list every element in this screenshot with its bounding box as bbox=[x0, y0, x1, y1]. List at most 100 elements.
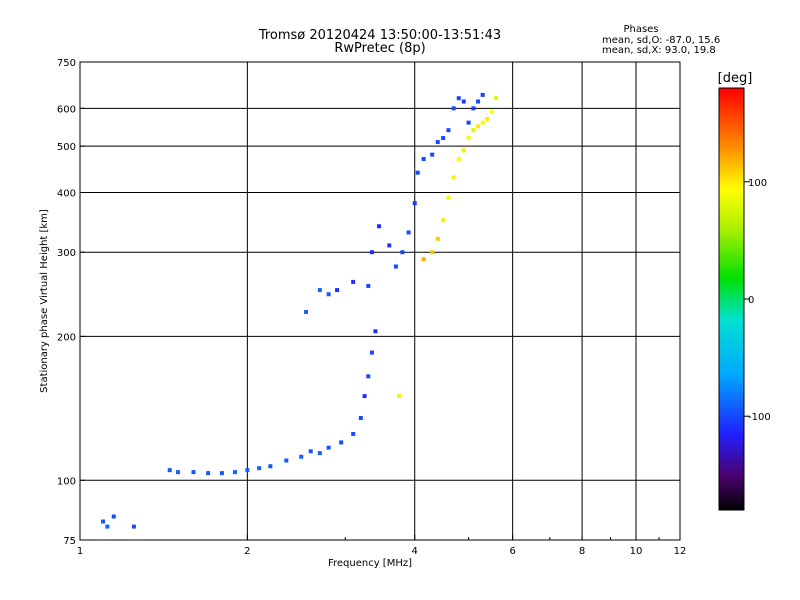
data-point-o bbox=[476, 99, 481, 104]
data-point-x bbox=[446, 195, 451, 200]
x-axis-ticks: 1 2 4 6 8 10 12 bbox=[77, 535, 687, 557]
data-point-o bbox=[461, 99, 466, 104]
data-point-o bbox=[430, 152, 435, 157]
data-point-o bbox=[167, 468, 172, 473]
data-point-o bbox=[441, 136, 446, 141]
data-point-x bbox=[489, 109, 494, 114]
data-point-o bbox=[358, 415, 363, 420]
y-tick-label: 400 bbox=[57, 188, 76, 199]
data-point-o bbox=[435, 140, 440, 145]
x-tick-label: 6 bbox=[509, 546, 515, 557]
data-point-o bbox=[471, 106, 476, 111]
data-point-o bbox=[232, 470, 237, 475]
data-point-o bbox=[245, 468, 250, 473]
data-point-x bbox=[430, 250, 435, 255]
data-point-o bbox=[175, 470, 180, 475]
data-point-o bbox=[335, 288, 340, 293]
data-point-o bbox=[317, 451, 322, 456]
data-point-x bbox=[480, 120, 485, 125]
data-point-o bbox=[451, 106, 456, 111]
data-point-x bbox=[476, 124, 481, 129]
data-point-o bbox=[131, 524, 136, 529]
data-point-x bbox=[397, 394, 402, 399]
x-tick-label: 1 bbox=[77, 546, 83, 557]
data-point-o bbox=[480, 92, 485, 97]
data-point-o bbox=[466, 120, 471, 125]
data-point-o bbox=[387, 243, 392, 248]
data-point-x bbox=[441, 218, 446, 223]
x-tick-label: 10 bbox=[630, 546, 643, 557]
y-tick-label: 600 bbox=[57, 104, 76, 115]
x-tick-label: 2 bbox=[244, 546, 250, 557]
data-point-x bbox=[421, 257, 426, 262]
y-tick-label: 300 bbox=[57, 248, 76, 259]
data-point-o bbox=[308, 449, 313, 454]
y-axis-ticks: 75 100 200 300 400 500 600 750 bbox=[57, 58, 85, 547]
data-point-o bbox=[105, 524, 110, 529]
x-tick-label: 8 bbox=[579, 546, 585, 557]
data-point-o bbox=[339, 440, 344, 445]
data-point-x bbox=[435, 236, 440, 241]
y-axis-label: Stationary phase Virtual Height [km] bbox=[39, 209, 50, 393]
data-point-o bbox=[299, 454, 304, 459]
data-point-x bbox=[451, 175, 456, 180]
data-point-o bbox=[101, 519, 106, 524]
x-tick-label: 12 bbox=[674, 546, 687, 557]
data-point-o bbox=[351, 431, 356, 436]
data-point-x bbox=[485, 116, 490, 121]
colorbar-tick-label: -100 bbox=[748, 412, 771, 423]
data-point-o bbox=[400, 250, 405, 255]
data-point-x bbox=[471, 128, 476, 133]
data-point-o bbox=[369, 250, 374, 255]
data-point-o bbox=[366, 283, 371, 288]
data-point-o bbox=[317, 288, 322, 293]
phase-stats-heading: Phases bbox=[623, 24, 658, 35]
chart-subtitle: RwPretec (8p) bbox=[334, 41, 425, 56]
colorbar-ticks: 100 0 -100 bbox=[744, 178, 771, 423]
data-point-o bbox=[377, 224, 382, 229]
y-tick-label: 100 bbox=[57, 476, 76, 487]
y-tick-label: 750 bbox=[57, 58, 76, 69]
data-point-x bbox=[461, 148, 466, 153]
data-points bbox=[101, 92, 498, 529]
plot-area bbox=[79, 61, 681, 541]
data-point-o bbox=[206, 471, 211, 476]
data-point-o bbox=[257, 466, 262, 471]
data-point-o bbox=[369, 350, 374, 355]
data-point-o bbox=[326, 445, 331, 450]
data-point-o bbox=[268, 464, 273, 469]
phase-stats-x: mean, sd,X: 93.0, 19.8 bbox=[602, 45, 716, 56]
data-point-o bbox=[351, 279, 356, 284]
data-point-o bbox=[366, 374, 371, 379]
data-point-o bbox=[362, 394, 367, 399]
x-tick-label: 4 bbox=[412, 546, 418, 557]
data-point-o bbox=[393, 264, 398, 269]
data-point-o bbox=[111, 514, 116, 519]
colorbar bbox=[718, 87, 745, 511]
data-point-o bbox=[406, 230, 411, 235]
y-tick-label: 200 bbox=[57, 332, 76, 343]
data-point-o bbox=[446, 128, 451, 133]
colorbar-tick-label: 0 bbox=[748, 295, 754, 306]
x-axis-label: Frequency [MHz] bbox=[328, 558, 412, 569]
data-point-o bbox=[191, 470, 196, 475]
data-point-x bbox=[493, 96, 498, 101]
grid bbox=[80, 62, 680, 540]
data-point-o bbox=[415, 170, 420, 175]
colorbar-label: [deg] bbox=[718, 71, 753, 86]
data-point-o bbox=[412, 201, 417, 206]
data-point-o bbox=[421, 157, 426, 162]
data-point-o bbox=[219, 471, 224, 476]
data-point-o bbox=[284, 458, 289, 463]
y-tick-label: 500 bbox=[57, 142, 76, 153]
chart-title: Tromsø 20120424 13:50:00-13:51:43 bbox=[258, 28, 501, 43]
colorbar-tick-label: 100 bbox=[748, 178, 767, 189]
data-point-o bbox=[373, 329, 378, 334]
data-point-x bbox=[466, 136, 471, 141]
data-point-x bbox=[456, 157, 461, 162]
data-point-o bbox=[326, 292, 331, 297]
data-point-o bbox=[304, 309, 309, 314]
data-point-o bbox=[456, 96, 461, 101]
phase-stats-o: mean, sd,O: -87.0, 15.6 bbox=[602, 35, 720, 46]
